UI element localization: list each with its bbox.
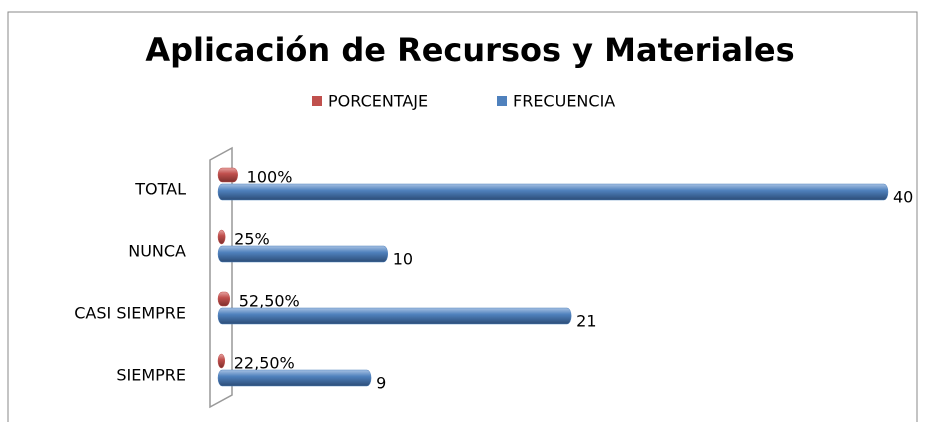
y-tick-label: SIEMPRE [116, 366, 186, 385]
y-tick-label: TOTAL [134, 180, 186, 199]
y-tick-label: CASI SIEMPRE [74, 304, 186, 323]
plot-wall [209, 146, 233, 409]
data-label: 21 [576, 312, 596, 331]
bar [217, 307, 572, 325]
bar [217, 245, 388, 263]
frame [7, 11, 918, 422]
data-label: 40 [893, 188, 913, 207]
data-label: 100% [247, 168, 293, 187]
bar [217, 369, 372, 387]
data-label: 25% [234, 230, 270, 249]
legend-swatch [497, 96, 507, 106]
data-label: 22,50% [234, 354, 295, 373]
legend-label: FRECUENCIA [513, 92, 615, 111]
data-label: 10 [393, 250, 413, 269]
bar [217, 183, 889, 201]
legend-label: PORCENTAJE [328, 92, 428, 111]
bar [217, 167, 238, 183]
bar [217, 353, 226, 369]
data-label: 9 [376, 374, 386, 393]
y-tick-label: NUNCA [128, 242, 186, 261]
data-label: 52,50% [239, 292, 300, 311]
bar [217, 291, 231, 307]
chart-title: Aplicación de Recursos y Materiales [145, 31, 794, 69]
bar [217, 229, 226, 245]
legend-swatch [312, 96, 322, 106]
